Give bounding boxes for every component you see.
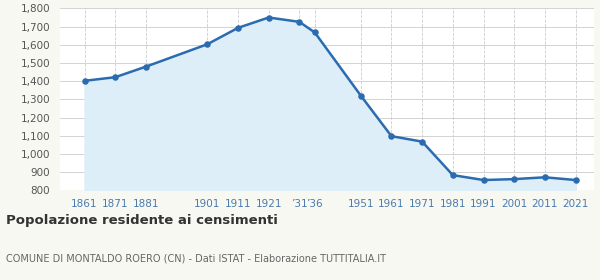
Text: COMUNE DI MONTALDO ROERO (CN) - Dati ISTAT - Elaborazione TUTTITALIA.IT: COMUNE DI MONTALDO ROERO (CN) - Dati IST… xyxy=(6,253,386,263)
Text: Popolazione residente ai censimenti: Popolazione residente ai censimenti xyxy=(6,214,278,227)
Point xyxy=(310,30,320,35)
Point xyxy=(80,79,89,83)
Point xyxy=(448,173,458,177)
Point xyxy=(479,178,488,182)
Point xyxy=(233,26,243,30)
Point xyxy=(509,177,519,181)
Point xyxy=(203,42,212,46)
Point xyxy=(356,93,365,98)
Point xyxy=(571,178,580,182)
Point xyxy=(540,175,550,179)
Point xyxy=(264,15,274,20)
Point xyxy=(295,20,304,24)
Point xyxy=(141,64,151,69)
Point xyxy=(386,134,396,138)
Point xyxy=(110,75,120,80)
Point xyxy=(418,139,427,144)
